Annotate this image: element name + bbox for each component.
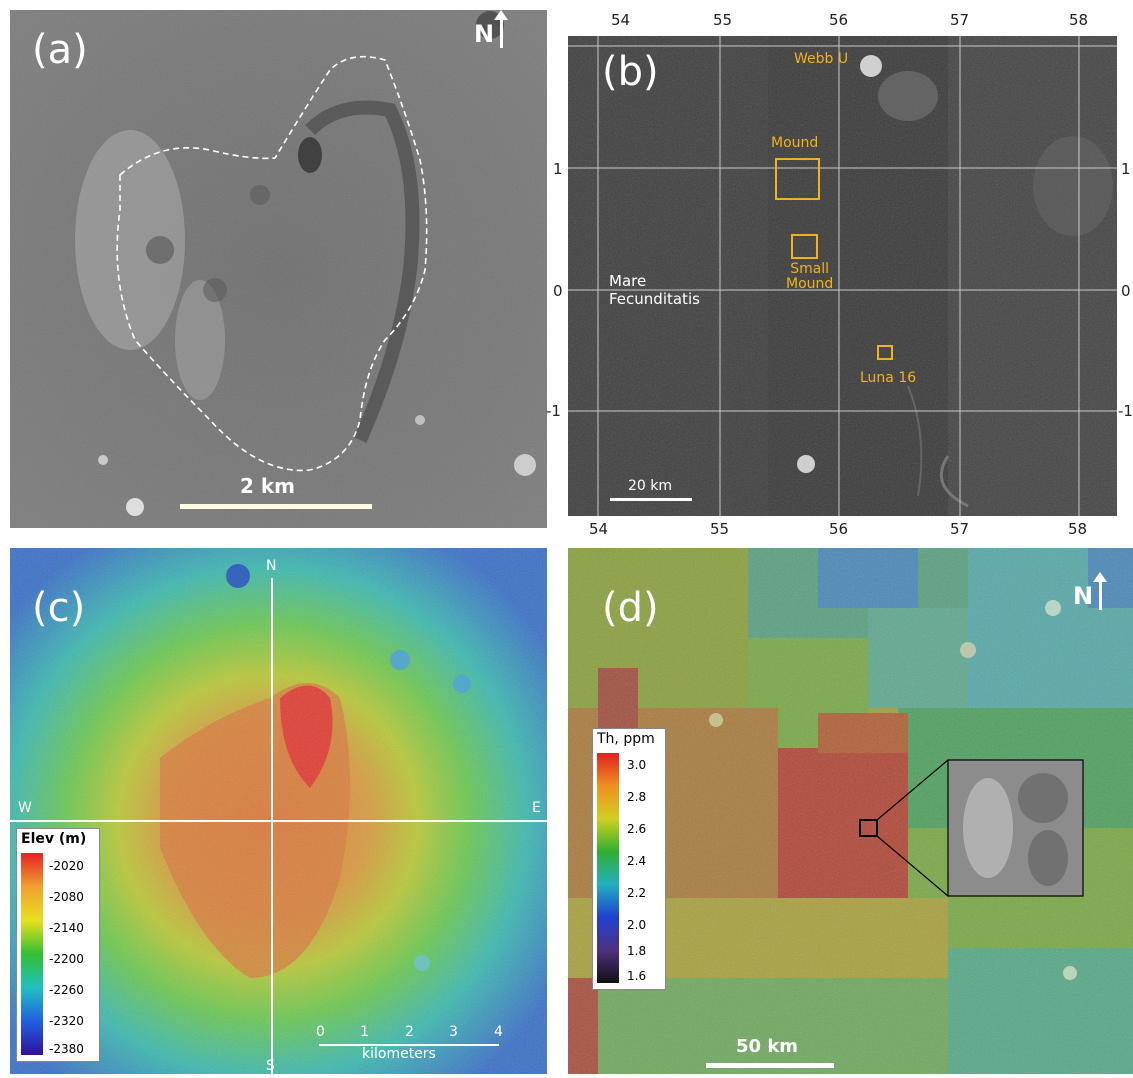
panel-b-top-tick: 54: [611, 11, 631, 29]
thorium-legend-value: 1.8: [627, 944, 647, 958]
panel-b-top-tick: 56: [829, 11, 849, 29]
north-arrow-icon: [494, 10, 509, 48]
mare-label-1: Mare: [609, 272, 647, 290]
webb-u-label: Webb U: [794, 51, 849, 67]
panel-c: (c) N S W E Elev (m) -2020 -2080 -2140 -…: [10, 548, 547, 1074]
panel-a-scale-label: 2 km: [240, 474, 296, 498]
panel-b-bottom-tick: 54: [589, 520, 609, 538]
km-tick-label: 3: [449, 1024, 458, 1040]
west-dir-label: W: [18, 800, 32, 816]
north-label: N: [474, 20, 495, 48]
mare-label-2: Fecunditatis: [609, 290, 700, 308]
panel-b-bottom-tick: 57: [950, 520, 970, 538]
thorium-legend-value: 3.0: [627, 758, 647, 772]
panel-b-left-tick: -1: [546, 402, 561, 420]
small-mound-box: [791, 234, 818, 259]
km-tick-label: 0: [316, 1024, 325, 1040]
thorium-legend-value: 2.6: [627, 822, 647, 836]
panel-b-right-tick: 0: [1121, 282, 1131, 300]
thorium-legend-value: 2.8: [627, 790, 647, 804]
km-tick-label: 4: [494, 1024, 503, 1040]
panel-b-scale-bar: [610, 498, 692, 501]
north-arrow: N: [474, 10, 509, 48]
panel-a: (a) N 2 km: [10, 10, 547, 528]
panel-b-top-tick: 55: [713, 11, 733, 29]
km-scale-unit: kilometers: [362, 1046, 436, 1062]
km-scale-line: [319, 1044, 499, 1046]
thorium-legend-title: Th, ppm: [597, 731, 655, 747]
elevation-legend-value: -2200: [49, 952, 84, 966]
panel-b-left-tick: 0: [553, 282, 563, 300]
thorium-color-ramp: [597, 753, 619, 983]
north-arrow-icon: [1093, 572, 1108, 610]
elevation-legend-value: -2080: [49, 890, 84, 904]
panel-b-top-tick: 57: [950, 11, 970, 29]
small-mound-label-1: Small: [790, 261, 830, 277]
elevation-legend-value: -2020: [49, 859, 84, 873]
panel-b: (b) Webb U Mound Small Mound Luna 16 Mar…: [568, 36, 1117, 516]
panel-b-top-tick: 58: [1069, 11, 1089, 29]
north-dir-label: N: [266, 558, 277, 574]
panel-b-image: [568, 36, 1117, 516]
panel-b-scale-label: 20 km: [628, 478, 673, 494]
thorium-legend-value: 1.6: [627, 969, 647, 983]
north-arrow: N: [1073, 572, 1108, 610]
north-label: N: [1073, 582, 1094, 610]
small-mound-label: Small Mound: [786, 262, 833, 291]
thorium-legend-value: 2.0: [627, 918, 647, 932]
luna-16-label: Luna 16: [860, 370, 917, 386]
mare-fecunditatis-label: Mare Fecunditatis: [609, 272, 700, 308]
east-dir-label: E: [532, 800, 541, 816]
elevation-legend-value: -2320: [49, 1014, 84, 1028]
panel-c-letter: (c): [32, 585, 86, 631]
panel-b-bottom-tick: 58: [1068, 520, 1088, 538]
elevation-legend-value: -2260: [49, 983, 84, 997]
thorium-legend-value: 2.2: [627, 886, 647, 900]
km-tick-label: 1: [360, 1024, 369, 1040]
km-tick-label: 2: [405, 1024, 414, 1040]
thorium-legend: Th, ppm 3.0 2.8 2.6 2.4 2.2 2.0 1.8 1.6: [592, 728, 666, 990]
panel-b-right-tick: 1: [1121, 160, 1131, 178]
panel-b-right-tick: -1: [1118, 402, 1133, 420]
panel-b-bottom-tick: 56: [829, 520, 849, 538]
mound-box: [775, 158, 820, 200]
panel-d: (d) N Th, ppm 3.0 2.8 2.6 2.4 2.2 2.0 1.…: [568, 548, 1133, 1074]
mound-label: Mound: [771, 135, 819, 151]
elevation-legend-value: -2140: [49, 921, 84, 935]
luna-16-box: [877, 345, 893, 360]
panel-a-image: [10, 10, 547, 528]
elevation-color-ramp: [21, 853, 43, 1055]
panel-a-scale-bar: [180, 504, 372, 509]
small-mound-label-2: Mound: [786, 275, 834, 292]
panel-b-letter: (b): [602, 49, 659, 95]
elevation-legend: Elev (m) -2020 -2080 -2140 -2200 -2260 -…: [16, 828, 100, 1062]
panel-a-letter: (a): [32, 27, 88, 73]
panel-d-scale-bar: [706, 1063, 834, 1068]
panel-d-letter: (d): [602, 585, 659, 631]
elevation-legend-value: -2380: [49, 1042, 84, 1056]
panel-b-bottom-tick: 55: [710, 520, 730, 538]
elevation-legend-title: Elev (m): [21, 831, 87, 847]
panel-b-left-tick: 1: [553, 160, 563, 178]
km-scale: 0 1 2 3 4 kilometers: [316, 1024, 506, 1064]
thorium-legend-value: 2.4: [627, 854, 647, 868]
south-dir-label: S: [266, 1058, 275, 1074]
panel-d-scale-label: 50 km: [736, 1036, 799, 1057]
